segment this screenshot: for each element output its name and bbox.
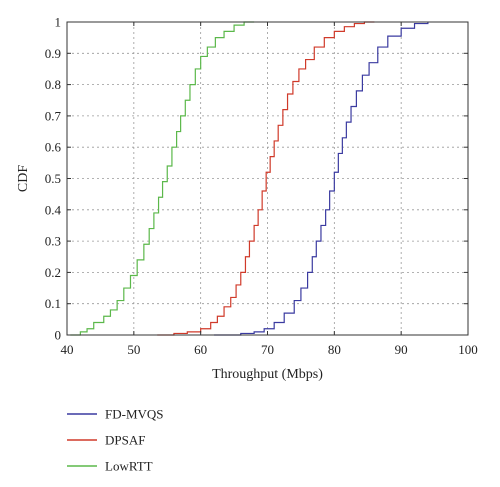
series-lines	[70, 21, 429, 336]
legend-entry: FD-MVQS	[105, 407, 164, 422]
legend-entry: DPSAF	[105, 433, 145, 448]
y-tick-label: 0.7	[45, 108, 62, 123]
y-tick-label: 0.6	[45, 140, 62, 155]
legend-entry: LowRTT	[105, 459, 153, 474]
axis-ticks: 40 50 60 70 80 90 100 0 0.1 0.2 0.3 0.4 0.5 0.6 0.7 0.8…	[45, 15, 478, 358]
x-tick-label: 100	[458, 342, 478, 357]
x-tick-label: 80	[328, 342, 341, 357]
x-tick-label: 70	[261, 342, 274, 357]
x-axis-label: Throughput (Mbps)	[212, 367, 323, 382]
y-tick-label: 0.5	[45, 171, 61, 186]
series-line-fd-mvqs	[214, 22, 429, 336]
x-tick-label: 60	[194, 342, 207, 357]
y-tick-label: 0.3	[45, 234, 61, 249]
series-line-dpsaf	[157, 21, 375, 336]
legend: FD-MVQS DPSAF LowRTT	[67, 407, 164, 474]
x-tick-label: 90	[395, 342, 408, 357]
y-tick-label: 0.1	[45, 296, 61, 311]
y-axis-label: CDF	[16, 165, 31, 192]
y-tick-label: 1	[55, 15, 62, 30]
y-tick-label: 0.9	[45, 46, 61, 61]
y-tick-label: 0.8	[45, 77, 61, 92]
y-tick-label: 0	[55, 328, 62, 343]
y-tick-label: 0.2	[45, 265, 61, 280]
x-tick-label: 50	[127, 342, 140, 357]
series-line-lowrtt	[70, 21, 255, 336]
x-tick-label: 40	[61, 342, 74, 357]
y-tick-label: 0.4	[45, 202, 62, 217]
